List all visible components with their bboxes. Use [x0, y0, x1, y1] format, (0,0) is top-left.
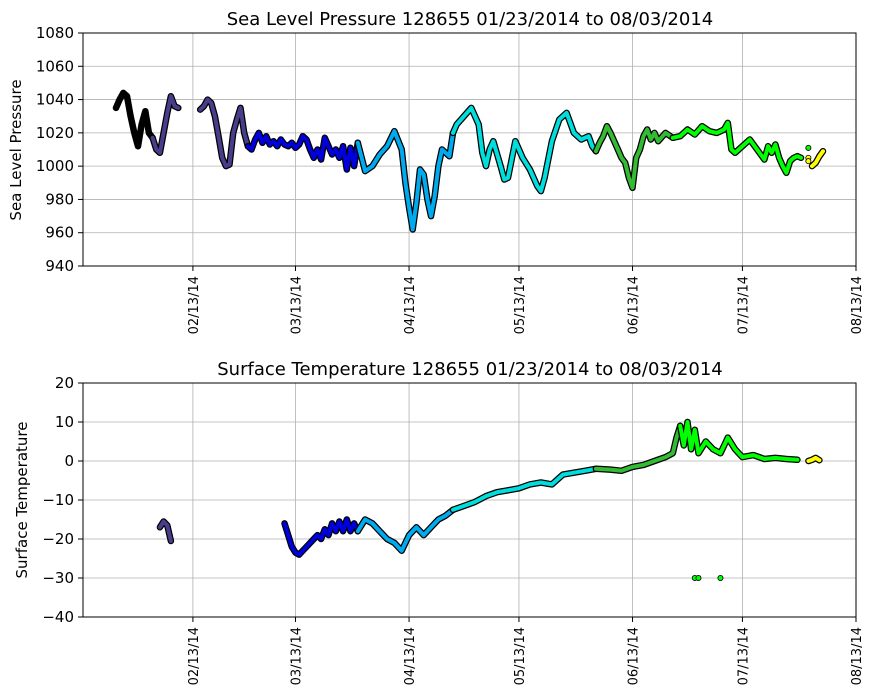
temperature-x-tick-label: 07/13/14: [736, 627, 751, 685]
temperature-y-tick-label: 10: [55, 413, 74, 431]
temperature-data-point: [695, 575, 702, 582]
temperature-x-tick-label: 08/13/14: [850, 627, 865, 685]
pressure-series-segment: [670, 120, 803, 175]
temperature-x-tick-label: 03/13/14: [290, 627, 305, 685]
pressure-x-tick-label: 03/13/14: [290, 276, 305, 334]
pressure-series-segment: [810, 149, 825, 169]
temperature-x-tick-label: 06/13/14: [627, 627, 642, 685]
pressure-series-segment: [593, 124, 675, 190]
temperature-y-axis-label: Surface Temperature: [13, 422, 31, 579]
temperature-series-segment: [157, 519, 173, 543]
temperature-y-tick-label: 20: [55, 374, 74, 392]
pressure-x-tick-label: 07/13/14: [736, 276, 751, 334]
pressure-y-tick-label: 980: [45, 190, 74, 208]
pressure-x-tick-label: 04/13/14: [403, 276, 418, 334]
pressure-x-tick-label: 02/13/14: [187, 276, 202, 334]
temperature-series-segment: [355, 507, 455, 553]
pressure-y-axis-label: Sea Level Pressure: [7, 79, 25, 220]
temperature-y-tick-label: −20: [42, 530, 74, 548]
temperature-series-segment: [451, 466, 598, 512]
pressure-series-segment: [198, 97, 250, 169]
temperature-y-tick-label: −10: [42, 491, 74, 509]
pressure-y-tick-label: 1000: [36, 157, 74, 175]
pressure-series-segment: [114, 90, 155, 149]
pressure-y-tick-label: 1040: [36, 91, 74, 109]
temperature-series-segment: [593, 423, 683, 473]
pressure-axes-frame: [82, 32, 857, 267]
temperature-chart-title: Surface Temperature 128655 01/23/2014 to…: [217, 359, 722, 380]
pressure-y-tick-label: 960: [45, 224, 74, 242]
temperature-x-tick-label: 04/13/14: [403, 627, 418, 685]
pressure-data-point: [805, 144, 812, 151]
temperature-data-point: [717, 575, 724, 582]
pressure-chart: Sea Level Pressure 128655 01/23/2014 to …: [7, 9, 865, 334]
pressure-y-tick-label: 1020: [36, 124, 74, 142]
temperature-x-tick-label: 05/13/14: [513, 627, 528, 685]
pressure-series-segment: [150, 94, 181, 155]
temperature-y-tick-label: −30: [42, 569, 74, 587]
temperature-plot-area: −40 −30 −20 −10 0 10 20 02/13/14 03/13/14 04/13/1…: [42, 374, 865, 685]
pressure-chart-title: Sea Level Pressure 128655 01/23/2014 to …: [227, 9, 714, 30]
temperature-series-segment: [806, 455, 822, 463]
pressure-y-tick-label: 1080: [36, 24, 74, 42]
temperature-series-segment: [678, 420, 800, 462]
pressure-y-tick-label: 1060: [36, 57, 74, 75]
pressure-series-segment: [451, 105, 598, 194]
pressure-series-outline: [449, 104, 600, 195]
pressure-y-tick-label: 940: [45, 257, 74, 275]
pressure-data-point: [805, 158, 812, 165]
pressure-plot-area: 940 960 980 1000 1020 1040 1060 1080 02/13/14 03/…: [36, 24, 865, 334]
temperature-series-segment: [282, 517, 360, 557]
pressure-x-tick-label: 06/13/14: [627, 276, 642, 334]
pressure-series-segment: [355, 129, 455, 232]
temperature-y-tick-label: 0: [64, 452, 74, 470]
temperature-chart: Surface Temperature 128655 01/23/2014 to…: [13, 359, 865, 685]
temperature-x-tick-label: 02/13/14: [187, 627, 202, 685]
pressure-x-tick-label: 08/13/14: [850, 276, 865, 334]
pressure-series-segment: [245, 130, 360, 172]
temperature-y-tick-label: −40: [42, 608, 74, 626]
pressure-x-tick-label: 05/13/14: [513, 276, 528, 334]
